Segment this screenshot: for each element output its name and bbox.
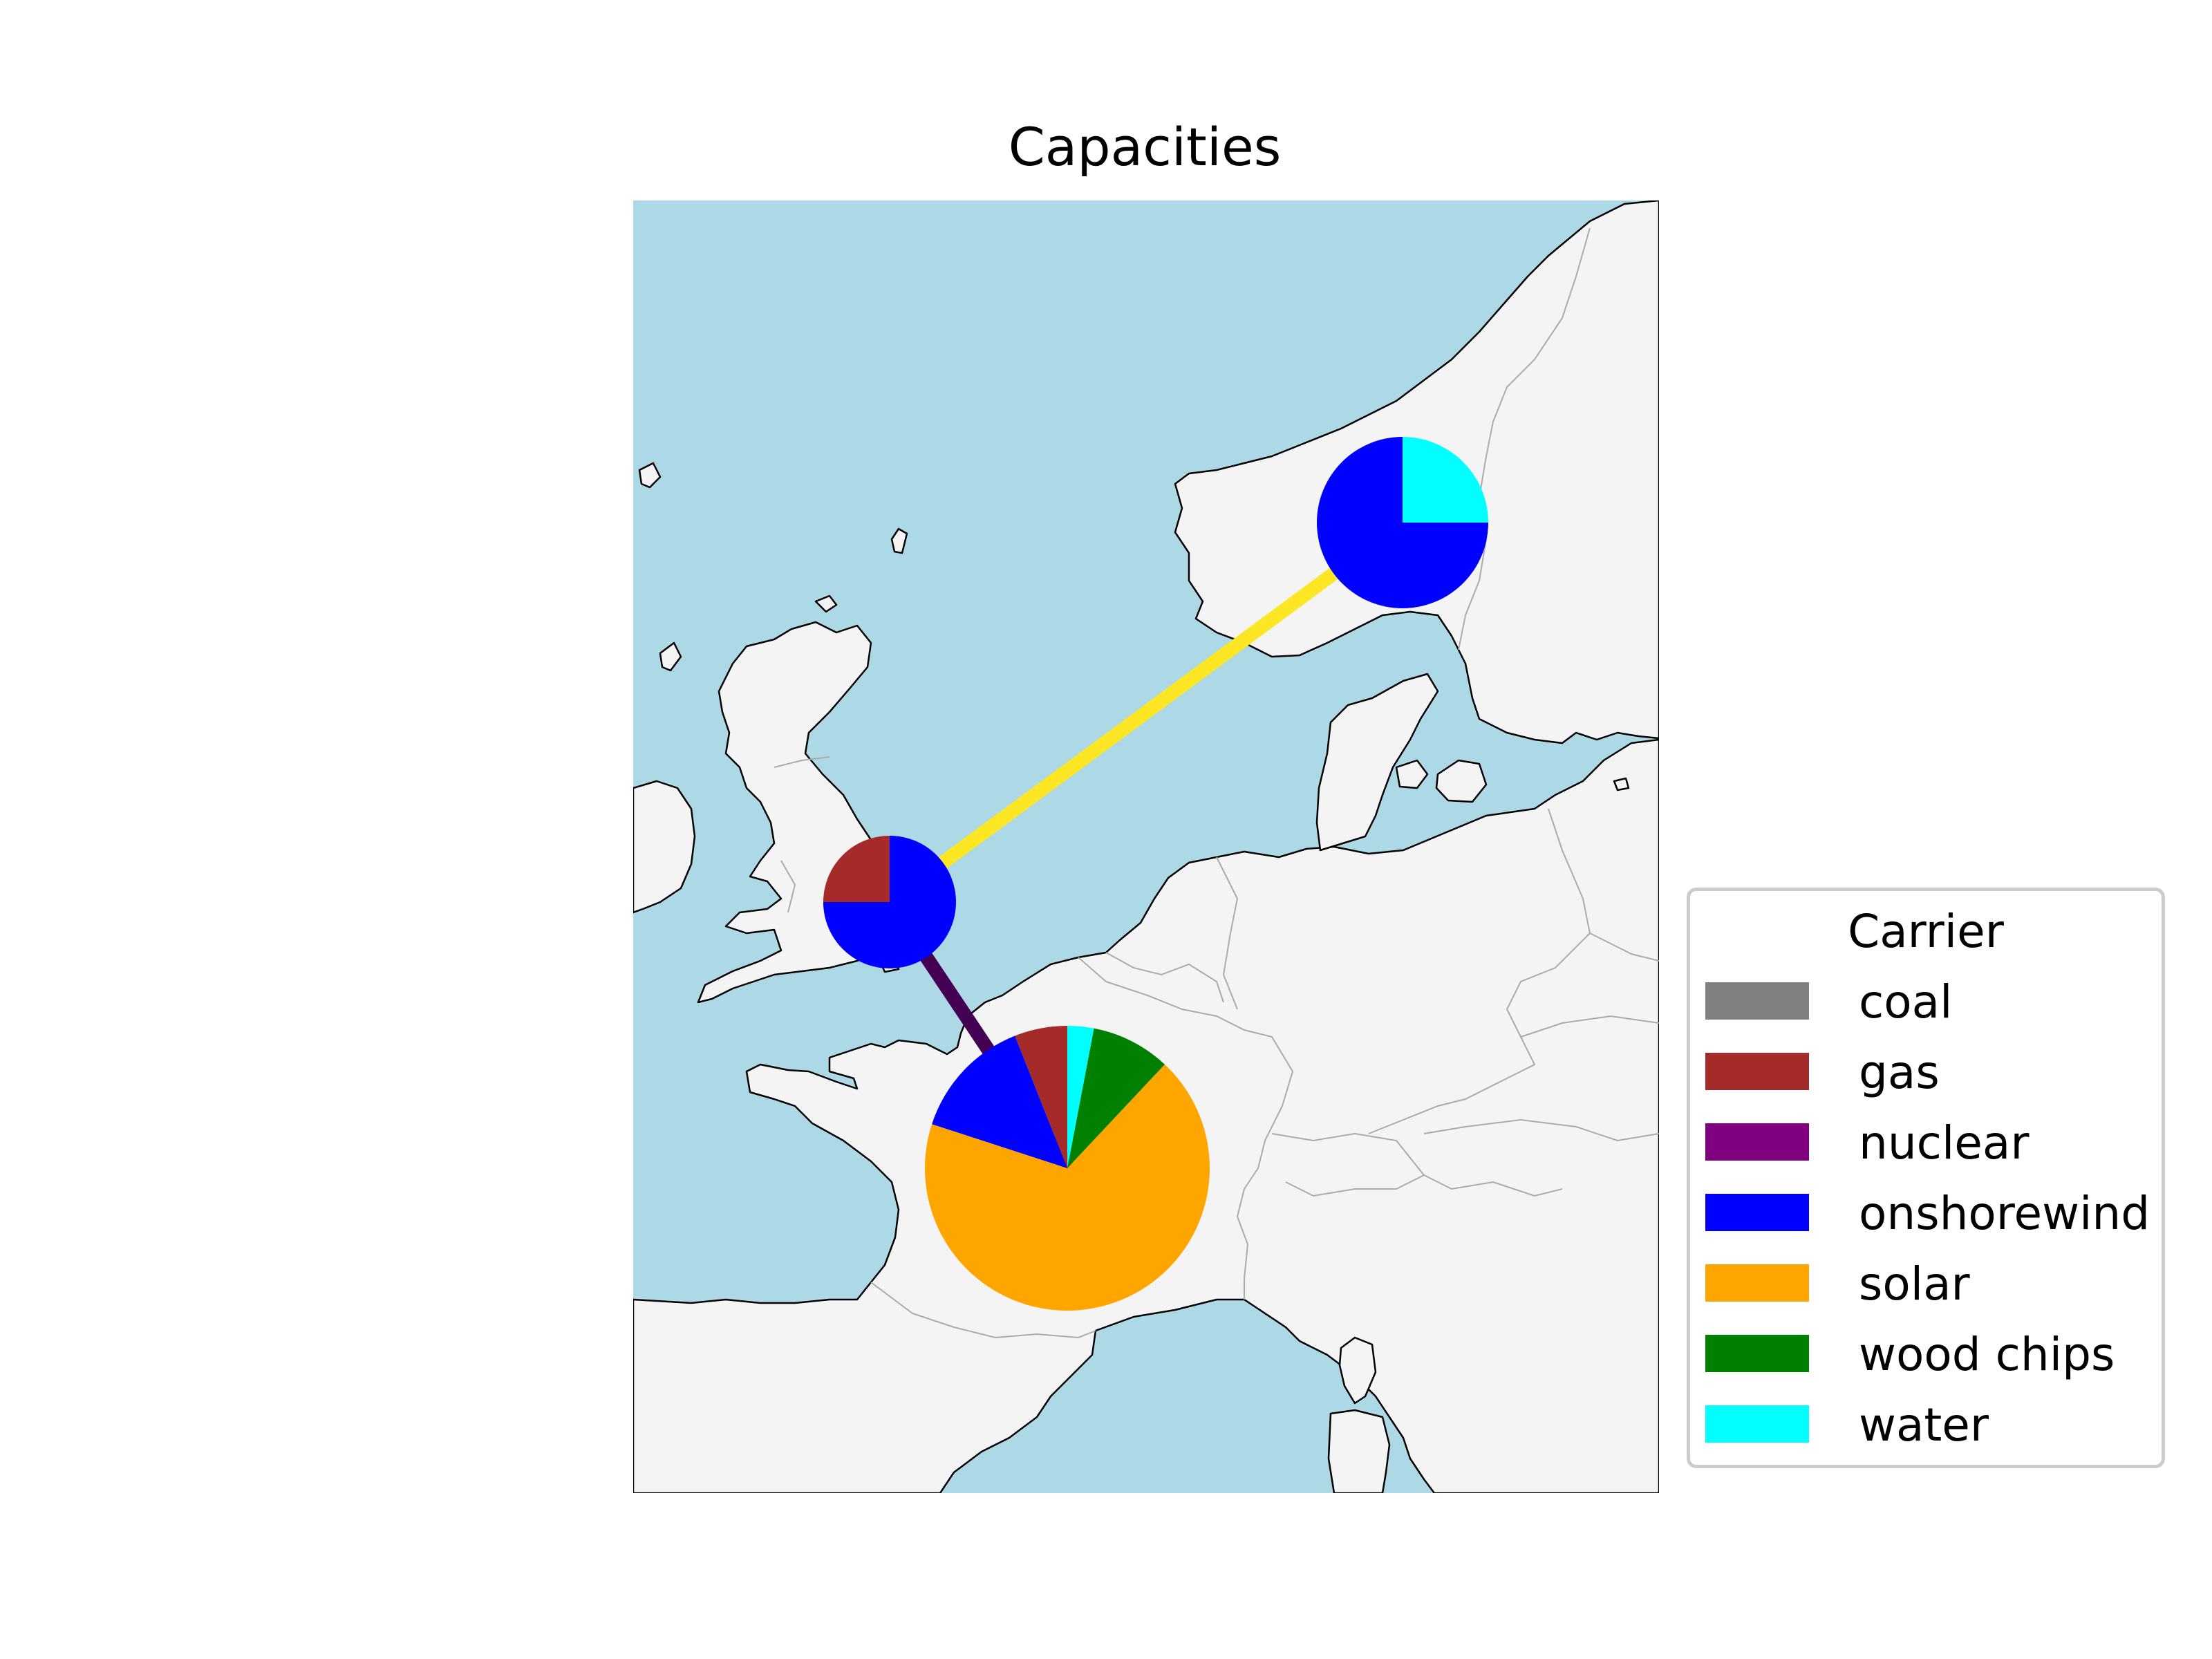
border-poland xyxy=(1589,932,1659,962)
land-denmark xyxy=(1315,673,1439,852)
border-wales xyxy=(780,860,796,913)
border-france-spain xyxy=(870,1282,1096,1339)
pie-wedge-onshorewind xyxy=(932,1035,1067,1168)
land-bornholm xyxy=(1613,777,1630,791)
land-sardinia xyxy=(1327,1409,1391,1493)
legend-swatch xyxy=(1705,982,1809,1020)
land-hebrides xyxy=(659,641,682,672)
border-germany-west xyxy=(1216,856,1239,1010)
legend-label: onshorewind xyxy=(1859,1187,2150,1240)
legend-label: gas xyxy=(1859,1046,1940,1099)
pie-wedge-water xyxy=(1403,437,1488,523)
legend-swatch xyxy=(1705,1405,1809,1443)
border-czech xyxy=(1520,1015,1659,1038)
legend-label: water xyxy=(1859,1398,1989,1452)
land-ireland xyxy=(633,780,696,914)
legend-swatch xyxy=(1705,1335,1809,1372)
legend-swatch xyxy=(1705,1123,1809,1161)
border-italy xyxy=(1423,1174,1563,1197)
pie-wedge-gas xyxy=(1015,1026,1067,1168)
legend-label: solar xyxy=(1859,1257,1970,1311)
land-shetland xyxy=(890,527,908,554)
land-faroe xyxy=(638,462,662,489)
legend: Carrier coal gas nuclear onshorewind sol… xyxy=(1687,888,2165,1468)
border-austria xyxy=(1423,1118,1659,1142)
link-gb-norway xyxy=(885,516,1407,908)
page-title: Capacities xyxy=(1008,116,1282,178)
pie-wedge-gas xyxy=(823,836,890,902)
pie-wedge-water xyxy=(1067,1026,1094,1168)
border-norway-sweden xyxy=(1458,227,1591,650)
legend-swatch xyxy=(1705,1264,1809,1302)
land-zealand xyxy=(1435,759,1488,803)
pie-norway xyxy=(1317,437,1488,608)
legend-label: nuclear xyxy=(1859,1116,2030,1170)
land-funen xyxy=(1395,759,1429,789)
border-scotland-england xyxy=(774,756,830,768)
land-orkney xyxy=(814,594,838,613)
border-benelux xyxy=(1105,952,1224,1003)
legend-title: Carrier xyxy=(1848,905,2004,958)
border-germany-east xyxy=(1368,808,1591,1134)
land-corsica xyxy=(1338,1336,1377,1405)
pie-great-britain xyxy=(823,836,956,968)
legend-label: coal xyxy=(1859,975,1953,1029)
pie-wedge-solar xyxy=(924,1064,1210,1311)
legend-swatch xyxy=(1705,1194,1809,1231)
legend-swatch xyxy=(1705,1053,1809,1090)
pie-wedge-wood-chips xyxy=(1067,1028,1165,1168)
border-france-east xyxy=(1078,957,1294,1300)
pie-wedge-onshorewind xyxy=(823,836,956,968)
legend-label: wood chips xyxy=(1859,1328,2115,1381)
pie-france xyxy=(924,1026,1210,1311)
